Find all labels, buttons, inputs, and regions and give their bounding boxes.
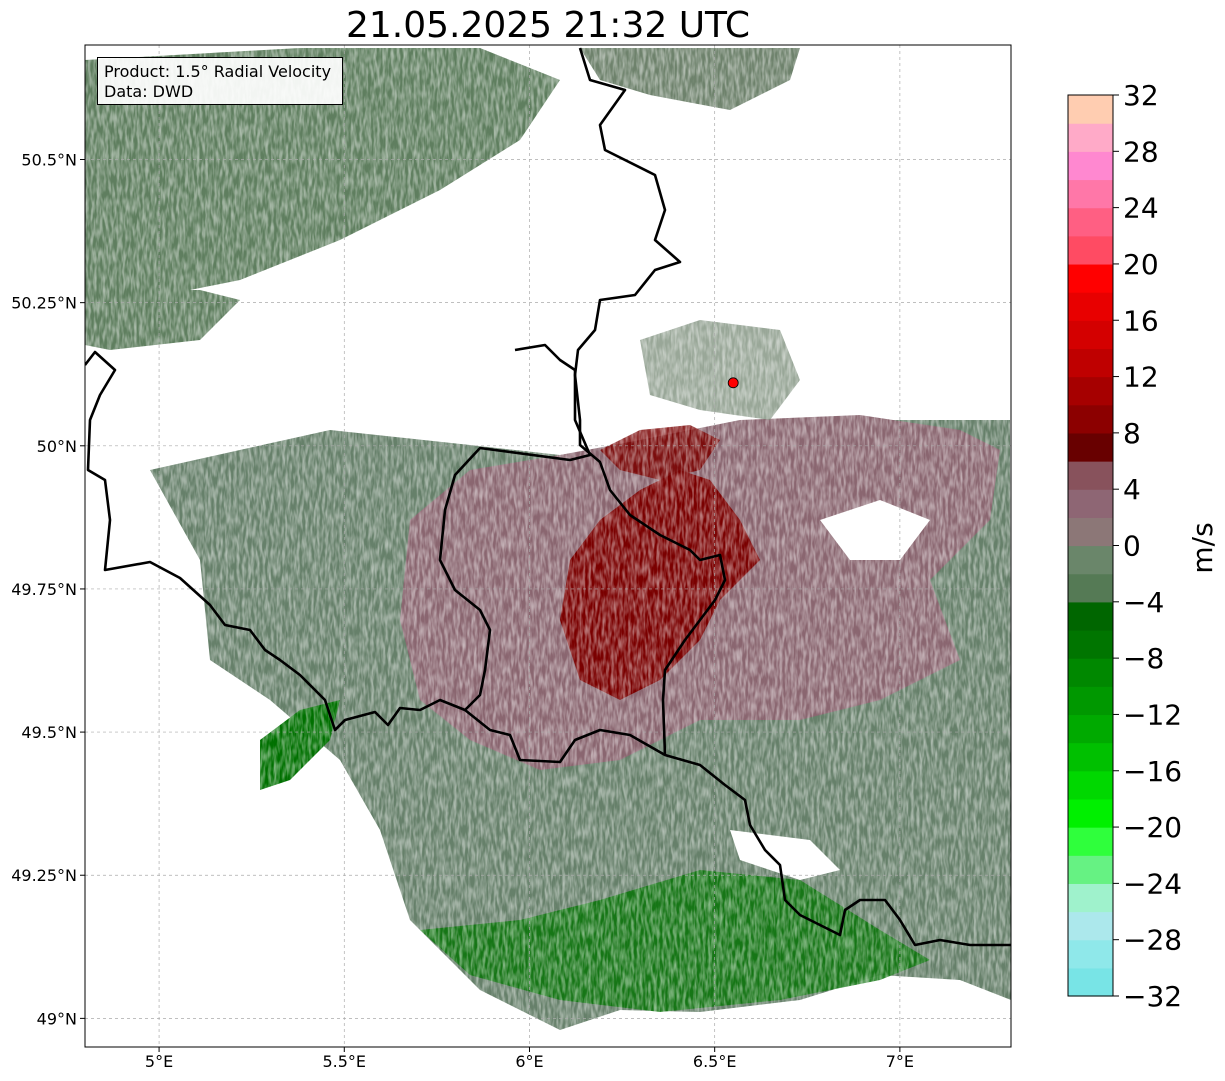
colorbar-tick-label: 28	[1123, 135, 1159, 168]
colorbar-tick-label: 8	[1123, 417, 1141, 450]
lat-tick-label: 49°N	[37, 1009, 77, 1028]
colorbar-tick-label: −20	[1123, 811, 1182, 844]
colorbar-tick-label: 16	[1123, 304, 1159, 337]
colorbar-swatch	[1068, 517, 1113, 547]
colorbar-swatch	[1068, 573, 1113, 603]
echo-region-dark-red	[560, 470, 760, 700]
colorbar-swatch	[1068, 292, 1113, 321]
colorbar-swatch	[1068, 742, 1113, 772]
lon-axis: 5°E 5.5°E 6°E 6.5°E 7°E	[145, 1047, 914, 1071]
lon-tick-label: 7°E	[886, 1052, 914, 1071]
product-info-box: Product: 1.5° Radial Velocity Data: DWD	[97, 57, 343, 105]
lat-tick-label: 49.5°N	[21, 723, 77, 742]
lat-tick-label: 50°N	[37, 437, 77, 456]
colorbar-swatch	[1068, 320, 1113, 350]
colorbar-swatch	[1068, 151, 1113, 181]
colorbar-swatch	[1068, 658, 1113, 687]
no-echo-hole	[820, 500, 930, 560]
colorbar-tick-label: −12	[1123, 698, 1182, 731]
lat-tick-label: 50.5°N	[21, 151, 77, 170]
colorbar-tick-label: −16	[1123, 755, 1182, 788]
colorbar-swatch	[1068, 827, 1113, 856]
colorbar-swatch	[1068, 601, 1113, 631]
colorbar-tick-label: 24	[1123, 192, 1159, 225]
colorbar-swatch	[1068, 629, 1113, 659]
colorbar-swatch	[1068, 432, 1113, 462]
lon-tick-label: 6°E	[515, 1052, 543, 1071]
colorbar-tick-label: 0	[1123, 530, 1141, 563]
colorbar-swatch	[1068, 911, 1113, 941]
colorbar-swatch	[1068, 376, 1113, 406]
colorbar-swatch	[1068, 123, 1113, 152]
colorbar-swatch	[1068, 855, 1113, 884]
lon-tick-label: 5.5°E	[322, 1052, 366, 1071]
echo-region-south-dense	[420, 870, 930, 1012]
echo-region-west-strip	[85, 290, 240, 350]
lon-tick-label: 5°E	[145, 1052, 173, 1071]
colorbar-tick-label: 32	[1123, 79, 1159, 112]
product-label: Product: 1.5° Radial Velocity	[104, 62, 332, 81]
colorbar-tick-label: −4	[1123, 586, 1164, 619]
colorbar-tick-label: 12	[1123, 361, 1159, 394]
colorbar-swatch	[1068, 489, 1113, 518]
colorbar-swatch	[1068, 263, 1113, 293]
graticule	[85, 45, 1011, 1047]
echo-region-southwest-green	[260, 700, 340, 790]
colorbar-tick-label: 20	[1123, 248, 1159, 281]
echo-region-northwest	[85, 48, 560, 300]
colorbar-swatch	[1068, 207, 1113, 237]
colorbar-swatch	[1068, 545, 1113, 575]
velocity-field	[85, 45, 1011, 1047]
colorbar-swatch	[1068, 967, 1113, 997]
echo-region-northeast	[580, 48, 800, 110]
colorbar-swatch	[1068, 883, 1113, 913]
border-be-fr	[85, 350, 346, 732]
country-borders	[85, 47, 1011, 947]
colorbar-unit-label: m/s	[1186, 522, 1219, 573]
echo-region-red-north	[600, 425, 720, 480]
border-lux-be	[334, 343, 592, 731]
lat-tick-label: 50.25°N	[11, 294, 77, 313]
colorbar-tick-label: −32	[1123, 980, 1182, 1013]
colorbar-swatch	[1068, 348, 1113, 378]
colorbar-tick-label: 4	[1123, 473, 1141, 506]
data-source-label: Data: DWD	[104, 82, 194, 101]
colorbar-swatch	[1068, 461, 1113, 490]
colorbar-swatch	[1068, 714, 1113, 744]
colorbar-swatch	[1068, 939, 1113, 969]
colorbar-swatch	[1068, 235, 1113, 265]
colorbar-swatch	[1068, 179, 1113, 209]
map-frame	[84, 44, 1012, 1048]
no-echo-hole	[730, 830, 840, 880]
echo-region-center-north	[640, 320, 800, 420]
colorbar-tick-label: −8	[1123, 642, 1164, 675]
lat-axis: 50.5°N 50.25°N 50°N 49.75°N 49.5°N 49.25°N 49°…	[11, 151, 85, 1028]
radar-site-marker	[727, 377, 739, 389]
lat-tick-label: 49.25°N	[11, 866, 77, 885]
lat-tick-label: 49.75°N	[11, 580, 77, 599]
colorbar-swatch	[1068, 686, 1113, 716]
colorbar-tick-label: −28	[1123, 924, 1182, 957]
colorbar-tick-label: −24	[1123, 867, 1182, 900]
colorbar: 32 28 24 20 16 12 8 4 0 −4 −8 −12 −16 −20 −24 −28 −32	[1067, 79, 1182, 1013]
border-be-de-nl	[573, 47, 727, 756]
colorbar-swatch	[1068, 770, 1113, 800]
colorbar-swatch	[1068, 95, 1113, 124]
colorbar-swatch	[1068, 798, 1113, 828]
lon-tick-label: 6.5°E	[693, 1052, 737, 1071]
colorbar-swatch	[1068, 404, 1113, 434]
map-title: 21.05.2025 21:32 UTC	[345, 5, 751, 46]
border-lux-de-fr	[464, 708, 1011, 947]
